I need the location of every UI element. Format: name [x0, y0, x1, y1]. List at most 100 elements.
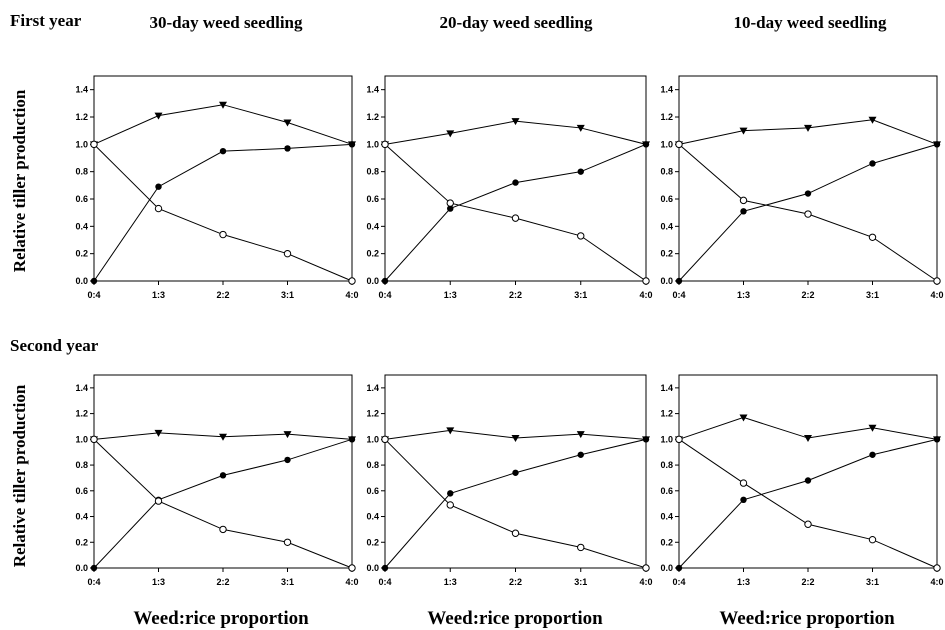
- data-point-filled-circle: [512, 179, 519, 186]
- data-point-filled-circle: [740, 208, 747, 215]
- x-tick-label: 2:2: [216, 577, 229, 587]
- data-point-filled-circle: [577, 451, 584, 458]
- data-point-filled-circle: [90, 564, 98, 572]
- chart-panel-6: 0.0 0.2 0.4 0.6 0.8 1.0 1.2 1.4 0:4 1:3 2:2 3:1 4:0: [660, 374, 944, 587]
- y-tick-label: 0.6: [660, 486, 673, 496]
- chart-panel-3: 0.0 0.2 0.4 0.6 0.8 1.0 1.2 1.4 0:4 1:3 2:2 3:1 4:0: [660, 75, 944, 300]
- data-point-open-circle: [577, 232, 585, 240]
- x-tick-label: 4:0: [930, 290, 943, 300]
- y-tick-label: 0.8: [75, 460, 88, 470]
- column-title-30-day: 30-day weed seedling: [150, 13, 304, 32]
- data-point-triangle: [576, 124, 585, 132]
- x-tick-label: 2:2: [801, 577, 814, 587]
- data-point-open-circle: [739, 479, 748, 487]
- y-tick-label: 0.2: [75, 537, 88, 547]
- chart-panel-2: 0.0 0.2 0.4 0.6 0.8 1.0 1.2 1.4 0:4 1:3 2:2 3:1 4:0: [366, 75, 653, 300]
- y-tick-label: 1.2: [660, 409, 673, 419]
- x-tick-label: 0:4: [378, 290, 391, 300]
- data-point-filled-circle: [219, 147, 227, 155]
- data-point-filled-circle: [447, 205, 454, 212]
- y-tick-label: 1.2: [75, 112, 88, 122]
- data-point-triangle: [511, 435, 520, 443]
- column-title-10-day: 10-day weed seedling: [734, 13, 888, 32]
- data-point-open-circle: [219, 230, 227, 239]
- y-tick-label: 1.2: [366, 409, 379, 419]
- x-tick-label: 1:3: [444, 577, 457, 587]
- data-point-triangle: [804, 435, 812, 443]
- x-tick-label: 1:3: [444, 290, 457, 300]
- y-axis-label-first-year: Relative tiller production: [10, 89, 29, 272]
- data-point-triangle: [219, 433, 227, 441]
- x-tick-label: 3:1: [866, 290, 879, 300]
- data-point-triangle: [154, 112, 163, 120]
- y-tick-label: 0.4: [75, 221, 88, 231]
- series-line-open-circle: [384, 143, 647, 282]
- data-point-filled-circle: [933, 436, 941, 443]
- data-point-triangle: [576, 431, 585, 439]
- data-point-open-circle: [446, 501, 454, 509]
- x-tick-label: 3:1: [281, 577, 294, 587]
- y-tick-label: 0.8: [366, 460, 379, 470]
- y-tick-label: 1.0: [660, 139, 673, 149]
- x-tick-label: 4:0: [345, 290, 358, 300]
- y-tick-label: 0.2: [366, 537, 379, 547]
- x-tick-label: 2:2: [509, 577, 522, 587]
- series-line-triangle-down: [678, 119, 938, 145]
- data-point-filled-circle: [381, 564, 389, 572]
- x-tick-label: 1:3: [152, 290, 165, 300]
- data-point-filled-circle: [869, 451, 876, 458]
- x-tick-label: 3:1: [281, 290, 294, 300]
- series-line-filled-circle: [93, 143, 353, 282]
- y-tick-label: 0.2: [75, 249, 88, 259]
- series-line-filled-circle: [384, 438, 647, 569]
- data-point-open-circle: [90, 140, 98, 149]
- y-tick-label: 1.0: [366, 139, 379, 149]
- data-point-open-circle: [868, 535, 877, 544]
- y-tick-label: 0.0: [660, 563, 673, 573]
- data-point-filled-circle: [284, 145, 291, 152]
- x-axis-label-20-day: Weed:rice proportion: [427, 608, 603, 629]
- data-point-filled-circle: [90, 277, 98, 285]
- y-tick-label: 0.4: [660, 512, 673, 522]
- series-line-filled-circle: [678, 438, 938, 569]
- y-tick-label: 0.4: [366, 221, 379, 231]
- row-title-second-year: Second year: [10, 336, 99, 355]
- y-tick-label: 0.6: [660, 194, 673, 204]
- y-tick-label: 1.2: [660, 112, 673, 122]
- x-tick-label: 4:0: [639, 290, 652, 300]
- data-point-filled-circle: [348, 436, 356, 443]
- data-point-open-circle: [675, 140, 683, 149]
- y-tick-label: 0.4: [366, 512, 379, 522]
- series-line-filled-circle: [384, 143, 647, 282]
- data-point-filled-circle: [740, 496, 747, 504]
- y-tick-label: 0.0: [366, 563, 379, 573]
- y-tick-label: 0.6: [366, 486, 379, 496]
- y-tick-label: 0.8: [75, 167, 88, 177]
- data-point-open-circle: [804, 210, 812, 218]
- data-point-triangle: [446, 130, 455, 138]
- data-point-filled-circle: [804, 190, 812, 197]
- data-point-open-circle: [348, 277, 356, 285]
- data-point-open-circle: [511, 214, 520, 222]
- data-point-open-circle: [804, 520, 812, 528]
- y-tick-label: 1.4: [75, 85, 88, 95]
- plot-frame: [93, 374, 353, 569]
- y-tick-label: 1.4: [366, 383, 379, 393]
- data-point-triangle: [868, 116, 877, 124]
- y-tick-label: 0.6: [75, 194, 88, 204]
- data-point-open-circle: [381, 140, 389, 149]
- y-tick-label: 0.2: [660, 249, 673, 259]
- y-tick-label: 1.0: [366, 434, 379, 444]
- data-point-triangle: [804, 124, 812, 132]
- plot-frame: [384, 75, 647, 282]
- x-tick-label: 0:4: [672, 577, 685, 587]
- data-point-open-circle: [868, 233, 877, 241]
- data-point-open-circle: [283, 249, 292, 258]
- data-point-filled-circle: [804, 477, 812, 484]
- x-tick-label: 0:4: [672, 290, 685, 300]
- chart-panel-5: 0.0 0.2 0.4 0.6 0.8 1.0 1.2 1.4 0:4 1:3 2:2 3:1 4:0: [366, 374, 653, 587]
- x-tick-label: 4:0: [930, 577, 943, 587]
- series-line-triangle-down: [93, 104, 353, 145]
- y-tick-label: 1.4: [366, 85, 379, 95]
